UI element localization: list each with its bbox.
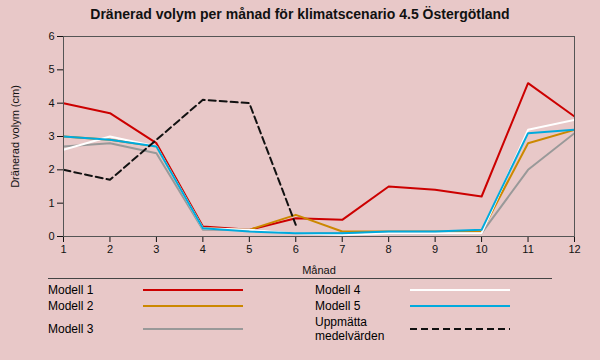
svg-text:1: 1 <box>60 243 66 255</box>
svg-text:Månad: Månad <box>302 264 336 276</box>
svg-text:10: 10 <box>475 243 487 255</box>
svg-text:1: 1 <box>48 197 54 209</box>
svg-text:4: 4 <box>48 97 54 109</box>
html-text:Modell 5: Modell 5 <box>315 299 361 313</box>
svg-text:7: 7 <box>339 243 345 255</box>
svg-text:12: 12 <box>568 243 580 255</box>
svg-text:3: 3 <box>153 243 159 255</box>
svg-text:4: 4 <box>200 243 206 255</box>
svg-text:6: 6 <box>293 243 299 255</box>
html-text:Dränerad volym per månad för k: Dränerad volym per månad för klimatscena… <box>90 6 510 22</box>
svg-text:6: 6 <box>48 30 54 42</box>
svg-text:8: 8 <box>386 243 392 255</box>
svg-text:5: 5 <box>48 63 54 75</box>
svg-text:9: 9 <box>432 243 438 255</box>
html-text:Modell 3: Modell 3 <box>48 322 94 336</box>
svg-text:0: 0 <box>48 230 54 242</box>
html-text:Modell 2: Modell 2 <box>48 299 94 313</box>
svg-text:5: 5 <box>246 243 252 255</box>
html-text:Uppmätta: Uppmätta <box>315 315 367 329</box>
svg-text:3: 3 <box>48 130 54 142</box>
html-text:Modell 1: Modell 1 <box>48 283 94 297</box>
svg-text:11: 11 <box>522 243 533 255</box>
html-text:medelvärden: medelvärden <box>315 329 385 343</box>
svg-text:Dränerad volym (cm): Dränerad volym (cm) <box>9 85 21 188</box>
html-text:Modell 4: Modell 4 <box>315 283 361 297</box>
svg-text:2: 2 <box>48 163 54 175</box>
svg-text:2: 2 <box>107 243 113 255</box>
